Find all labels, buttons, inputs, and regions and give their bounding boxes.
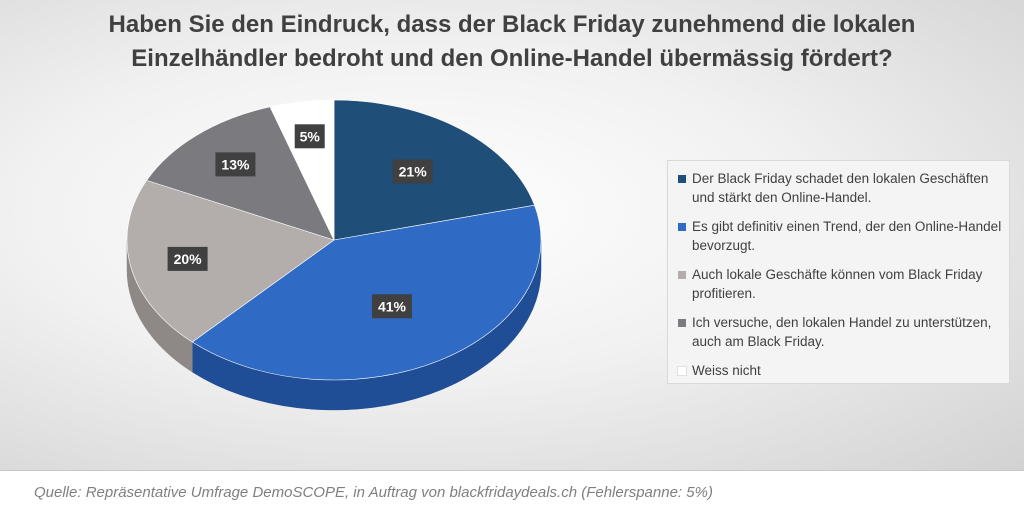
legend-swatch bbox=[678, 319, 686, 327]
legend-item-3: Auch lokale Geschäfte können vom Black F… bbox=[678, 265, 1003, 303]
data-label-5: 5% bbox=[294, 124, 325, 149]
source-note: Quelle: Repräsentative Umfrage DemoSCOPE… bbox=[34, 484, 713, 501]
data-label-box bbox=[371, 294, 412, 319]
data-label-text: 5% bbox=[300, 128, 321, 144]
legend-swatch bbox=[678, 175, 686, 183]
data-label-1: 21% bbox=[392, 159, 433, 184]
data-label-box bbox=[392, 159, 433, 184]
chart-panel: Haben Sie den Eindruck, dass der Black F… bbox=[0, 0, 1024, 471]
data-label-box bbox=[167, 246, 208, 271]
legend-label: Es gibt definitiv einen Trend, der den O… bbox=[692, 219, 1002, 253]
pie-slice-3 bbox=[126, 180, 335, 343]
data-label-4: 13% bbox=[215, 152, 256, 177]
data-label-2: 41% bbox=[371, 294, 412, 319]
legend-swatch bbox=[677, 366, 687, 376]
legend-swatch bbox=[678, 271, 686, 279]
legend-item-4: Ich versuche, den lokalen Handel zu unte… bbox=[678, 313, 1003, 351]
pie-slice-2 bbox=[191, 204, 542, 381]
data-label-box bbox=[215, 152, 256, 177]
legend-label: Auch lokale Geschäfte können vom Black F… bbox=[692, 267, 983, 301]
data-label-text: 20% bbox=[174, 251, 203, 267]
data-label-text: 41% bbox=[378, 298, 407, 314]
legend: Der Black Friday schadet den lokalen Ges… bbox=[667, 160, 1010, 384]
legend-item-5: Weiss nicht bbox=[677, 361, 1003, 380]
legend-swatch bbox=[678, 223, 686, 231]
data-label-box bbox=[294, 124, 325, 149]
data-label-3: 20% bbox=[167, 246, 208, 271]
legend-label: Der Black Friday schadet den lokalen Ges… bbox=[692, 171, 989, 205]
pie-slice-1 bbox=[333, 99, 535, 241]
legend-item-2: Es gibt definitiv einen Trend, der den O… bbox=[678, 217, 1003, 255]
legend-item-1: Der Black Friday schadet den lokalen Ges… bbox=[678, 169, 1003, 207]
data-label-text: 21% bbox=[399, 163, 428, 179]
pie-chart: 21% 41% 20% 13% 5% bbox=[126, 99, 542, 411]
legend-label: Ich versuche, den lokalen Handel zu unte… bbox=[692, 315, 992, 349]
legend-label: Weiss nicht bbox=[692, 363, 761, 378]
data-label-text: 13% bbox=[221, 156, 250, 172]
chart-title: Haben Sie den Eindruck, dass der Black F… bbox=[108, 11, 916, 72]
